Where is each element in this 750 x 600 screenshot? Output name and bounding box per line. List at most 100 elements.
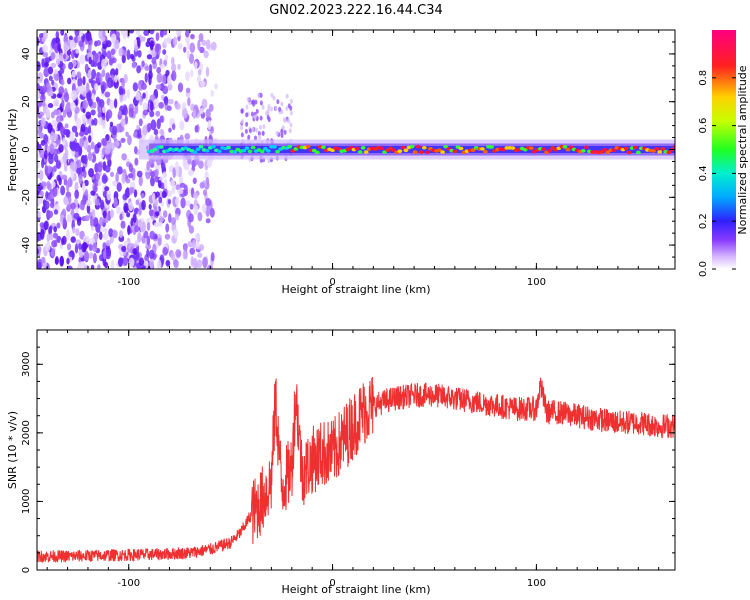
noise-blob <box>153 222 159 228</box>
noise-blob <box>116 206 121 215</box>
noise-blob <box>94 83 99 91</box>
spectrogram-heatmap <box>37 30 675 269</box>
noise-blob <box>104 227 108 234</box>
noise-blob <box>114 39 120 50</box>
signal-core <box>250 145 256 150</box>
noise-blob <box>59 68 65 75</box>
noise-blob <box>56 222 61 229</box>
noise-blob <box>63 128 70 136</box>
noise-blob <box>96 162 103 173</box>
noise-blob <box>280 128 284 134</box>
noise-blob <box>170 217 177 226</box>
noise-blob <box>71 70 76 78</box>
noise-blob <box>63 161 68 172</box>
noise-blob <box>210 126 214 134</box>
noise-blob <box>70 236 76 243</box>
noise-blob <box>84 179 89 187</box>
noise-blob <box>58 143 64 153</box>
snr-xlabel: Height of straight line (km) <box>281 583 430 596</box>
noise-blob <box>140 82 147 91</box>
noise-blob <box>149 101 154 112</box>
noise-blob <box>128 107 134 118</box>
noise-blob <box>88 243 94 252</box>
noise-blob <box>85 82 90 94</box>
signal-core <box>651 149 656 153</box>
noise-blob <box>149 258 155 269</box>
noise-blob <box>103 216 109 224</box>
noise-blob <box>74 30 80 37</box>
noise-blob <box>257 92 261 98</box>
noise-blob <box>110 48 116 55</box>
noise-blob <box>45 108 51 119</box>
noise-blob <box>188 53 195 64</box>
noise-blob <box>141 221 146 233</box>
spectrogram-xlabel: Height of straight line (km) <box>281 283 430 296</box>
noise-blob <box>272 95 276 101</box>
noise-blob <box>46 180 51 190</box>
signal-core <box>418 150 424 155</box>
noise-blob <box>59 52 64 64</box>
signal-core <box>217 149 222 154</box>
noise-blob <box>121 153 127 161</box>
noise-blob <box>104 147 111 155</box>
noise-blob <box>174 213 180 221</box>
noise-blob <box>49 90 54 97</box>
signal-core <box>330 148 335 153</box>
noise-blob <box>61 99 65 109</box>
noise-blob <box>77 78 83 88</box>
noise-blob <box>90 190 96 196</box>
noise-blob <box>188 225 195 234</box>
signal-core <box>599 150 605 154</box>
noise-blob <box>156 66 162 74</box>
signal-core <box>244 146 250 151</box>
noise-blob <box>69 131 75 142</box>
noise-blob <box>83 250 90 262</box>
noise-blob <box>113 197 118 208</box>
signal-core <box>305 144 311 149</box>
noise-blob <box>62 137 66 146</box>
signal-core <box>654 147 660 151</box>
noise-blob <box>142 102 148 111</box>
signal-core <box>241 148 247 153</box>
noise-blob <box>137 231 141 243</box>
noise-blob <box>210 89 214 98</box>
noise-blob <box>104 91 111 98</box>
noise-blob <box>164 233 171 240</box>
noise-blob <box>39 229 45 240</box>
noise-blob <box>102 210 107 219</box>
noise-blob <box>43 220 49 231</box>
noise-blob <box>155 191 160 198</box>
noise-blob <box>170 180 175 187</box>
spectrogram-ylabel: Frequency (Hz) <box>6 109 19 192</box>
noise-blob <box>144 90 149 101</box>
signal-core <box>397 149 403 153</box>
noise-blob <box>37 89 40 99</box>
signal-core <box>489 145 494 149</box>
noise-blob <box>163 178 168 189</box>
noise-blob <box>118 230 124 239</box>
noise-blob <box>157 237 162 246</box>
noise-blob <box>60 79 65 86</box>
signal-core <box>510 146 516 150</box>
noise-blob <box>55 37 60 44</box>
noise-blob <box>108 228 114 238</box>
noise-blob <box>289 105 293 111</box>
noise-blob <box>60 30 65 36</box>
signal-core <box>440 150 446 154</box>
signal-core <box>580 149 586 153</box>
noise-blob <box>47 103 54 109</box>
noise-blob <box>133 146 138 155</box>
noise-blob <box>245 121 249 127</box>
signal-core <box>611 148 617 153</box>
signal-core <box>262 147 268 151</box>
noise-blob <box>99 227 106 233</box>
signal-core <box>192 150 198 154</box>
noise-blob <box>146 222 151 231</box>
noise-blob <box>146 235 151 246</box>
noise-blob <box>56 174 61 182</box>
noise-blob <box>94 198 100 206</box>
noise-blob <box>101 58 107 70</box>
noise-blob <box>73 36 79 44</box>
noise-blob <box>289 110 293 116</box>
